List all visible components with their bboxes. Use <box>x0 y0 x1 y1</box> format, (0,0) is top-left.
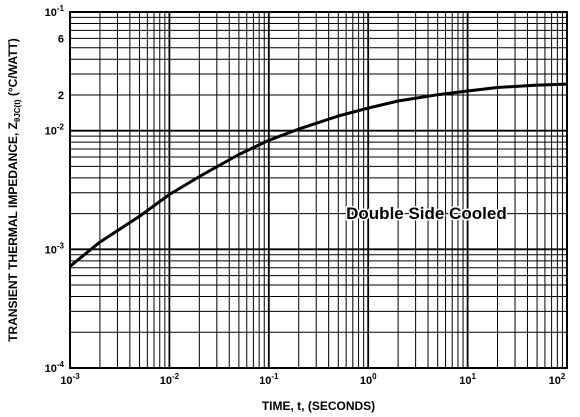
x-tick-labels: 10-3 10-2 10-1 100 101 102 <box>60 372 566 387</box>
y-tick-label: 6 <box>58 33 64 45</box>
series-line-1 <box>69 82 568 268</box>
y-tick-label: 10-2 <box>45 123 65 138</box>
x-tick-label: 102 <box>549 372 566 387</box>
x-axis-title: TIME, t, (SECONDS) <box>262 399 375 413</box>
y-axis-title-suffix: (°C/WATT) <box>6 38 20 99</box>
x-tick-label: 10-2 <box>160 372 180 387</box>
grid <box>70 12 567 368</box>
x-tick-label: 100 <box>360 372 377 387</box>
y-axis-title-subscript: θJC(t) <box>13 99 22 122</box>
x-tick-label: 10-1 <box>259 372 279 387</box>
y-axis-title-prefix: TRANSIENT THERMAL IMPEDANCE, Z <box>6 122 20 342</box>
y-tick-label: 2 <box>58 90 64 102</box>
y-tick-label: 10-3 <box>45 241 65 256</box>
x-tick-label: 10-3 <box>60 372 80 387</box>
plot-frame <box>69 11 568 369</box>
series-layer <box>69 82 568 268</box>
y-axis-title: TRANSIENT THERMAL IMPEDANCE, ZθJC(t) (°C… <box>6 38 22 342</box>
annotation-double-side-cooled: Double Side Cooled <box>346 204 507 223</box>
y-tick-label: 10-1 <box>45 4 65 19</box>
x-tick-label: 101 <box>459 372 476 387</box>
y-tick-label: 10-4 <box>45 360 65 375</box>
y-tick-labels: 10-1 6 2 10-2 10-3 10-4 <box>45 4 65 375</box>
